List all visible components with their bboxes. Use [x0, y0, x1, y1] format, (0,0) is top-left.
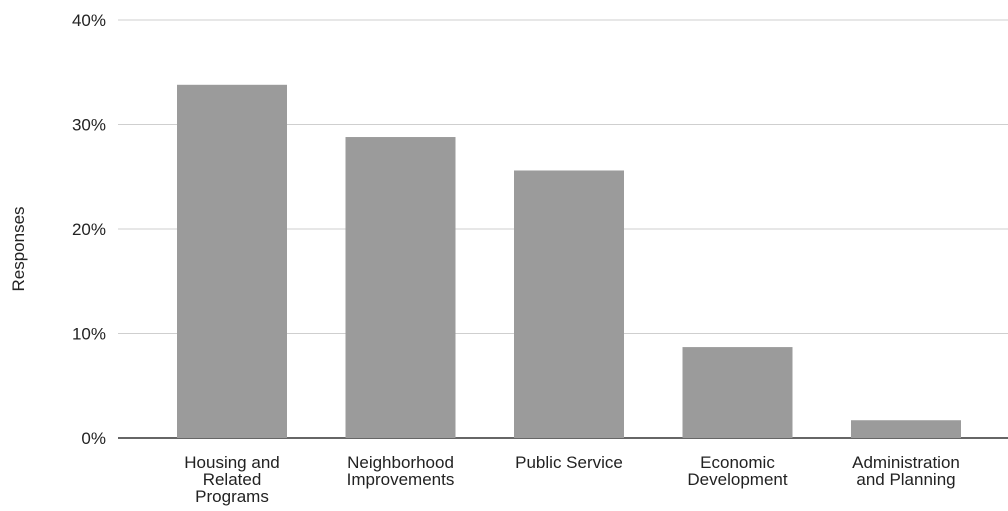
bar: [851, 420, 961, 438]
bar: [514, 170, 624, 439]
y-tick-label: 30%: [72, 116, 106, 135]
x-category-label-line: Administration: [852, 453, 960, 472]
x-category-label-line: Development: [687, 470, 787, 489]
y-tick-label: 40%: [72, 11, 106, 30]
x-category-label-line: Programs: [195, 487, 269, 506]
x-category-label-line: Improvements: [347, 470, 455, 489]
x-category-labels: Housing and Related Programs Neighborhood Im…: [184, 453, 960, 506]
y-tick-labels: 0% 10% 20% 30% 40%: [72, 11, 106, 448]
y-tick-label: 0%: [81, 429, 106, 448]
y-tick-label: 20%: [72, 220, 106, 239]
bar: [177, 84, 287, 438]
x-category-label-line: and Planning: [856, 470, 955, 489]
x-category-label-line: Housing and: [184, 453, 279, 472]
x-category-label: Neighborhood Improvements: [347, 453, 455, 489]
x-category-label-line: Related: [203, 470, 262, 489]
x-category-label-line: Economic: [700, 453, 775, 472]
x-category-label-line: Neighborhood: [347, 453, 454, 472]
x-category-label: Economic Development: [687, 453, 787, 489]
bar: [345, 137, 456, 439]
x-category-label: Public Service: [515, 453, 623, 472]
bar-layer: [177, 84, 961, 439]
x-category-label: Housing and Related Programs: [184, 453, 279, 506]
x-category-label-line: Public Service: [515, 453, 623, 472]
y-axis-title: Responses: [9, 206, 28, 291]
bar: [682, 347, 793, 438]
x-category-label: Administration and Planning: [852, 453, 960, 489]
y-tick-label: 10%: [72, 325, 106, 344]
